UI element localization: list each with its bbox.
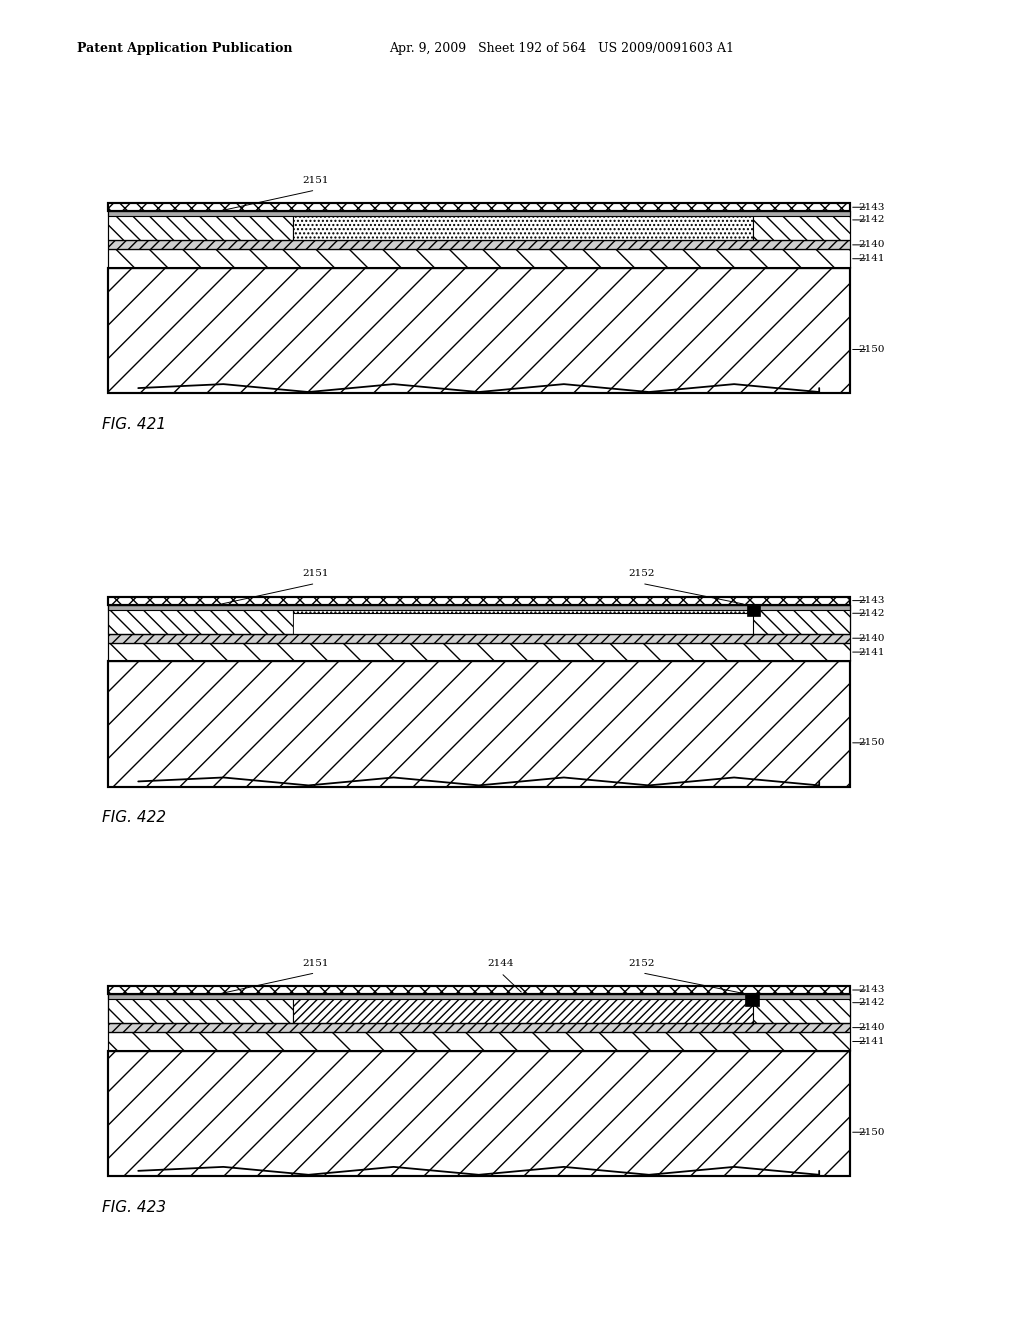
Text: 2151: 2151 xyxy=(302,569,329,578)
Bar xyxy=(108,597,850,605)
Bar xyxy=(754,605,850,634)
Bar xyxy=(108,1051,850,1176)
Text: 2143: 2143 xyxy=(858,203,885,211)
Bar xyxy=(108,634,850,643)
Text: 2140: 2140 xyxy=(858,1023,885,1032)
Text: 2140: 2140 xyxy=(858,634,885,643)
Bar xyxy=(746,605,760,616)
Bar xyxy=(108,211,293,240)
Text: 2142: 2142 xyxy=(858,609,885,618)
Bar xyxy=(108,605,850,634)
Text: 2143: 2143 xyxy=(858,986,885,994)
Bar xyxy=(108,1023,850,1032)
Text: 2141: 2141 xyxy=(858,648,885,656)
Bar xyxy=(293,211,754,240)
Bar xyxy=(754,994,850,1023)
Bar xyxy=(108,605,293,634)
Text: 2143: 2143 xyxy=(858,597,885,605)
Bar xyxy=(108,211,850,216)
Bar xyxy=(108,643,850,661)
Text: 2141: 2141 xyxy=(858,255,885,263)
Bar xyxy=(108,203,850,211)
Bar xyxy=(108,994,850,1023)
Bar xyxy=(108,994,293,1023)
Text: FIG. 421: FIG. 421 xyxy=(102,417,167,432)
Text: 2152: 2152 xyxy=(629,958,655,968)
Bar xyxy=(293,605,754,614)
Bar xyxy=(108,605,850,634)
Bar xyxy=(108,994,850,1023)
Bar xyxy=(293,994,754,1023)
Bar xyxy=(108,249,850,268)
Bar xyxy=(108,986,850,994)
Bar xyxy=(108,1032,850,1051)
Bar xyxy=(108,268,850,393)
Text: 2150: 2150 xyxy=(858,738,885,747)
Bar xyxy=(108,1051,850,1176)
Text: 2151: 2151 xyxy=(302,958,329,968)
Text: 2150: 2150 xyxy=(858,1127,885,1137)
Bar xyxy=(108,661,850,787)
Text: 2151: 2151 xyxy=(302,176,329,185)
Text: Patent Application Publication: Patent Application Publication xyxy=(77,42,292,55)
Text: 2141: 2141 xyxy=(858,1038,885,1045)
Text: 2152: 2152 xyxy=(629,569,655,578)
Text: FIG. 422: FIG. 422 xyxy=(102,810,167,825)
Bar xyxy=(108,597,850,605)
Bar xyxy=(108,661,850,787)
Bar xyxy=(108,1032,850,1051)
Bar xyxy=(745,994,759,1006)
Bar xyxy=(108,994,850,999)
Text: 2144: 2144 xyxy=(487,958,514,968)
Bar xyxy=(108,1023,850,1032)
Bar xyxy=(108,240,850,249)
Bar xyxy=(108,203,850,211)
Bar xyxy=(108,240,850,249)
Bar xyxy=(108,211,850,240)
Bar xyxy=(108,268,850,393)
Bar xyxy=(108,986,850,994)
Bar xyxy=(108,634,850,643)
Bar xyxy=(108,643,850,661)
Text: Apr. 9, 2009   Sheet 192 of 564   US 2009/0091603 A1: Apr. 9, 2009 Sheet 192 of 564 US 2009/00… xyxy=(389,42,734,55)
Text: 2150: 2150 xyxy=(858,345,885,354)
Bar xyxy=(108,605,850,610)
Text: 2142: 2142 xyxy=(858,998,885,1007)
Bar xyxy=(293,605,754,634)
Bar xyxy=(108,249,850,268)
Text: 2142: 2142 xyxy=(858,215,885,224)
Text: 2140: 2140 xyxy=(858,240,885,249)
Text: FIG. 423: FIG. 423 xyxy=(102,1200,167,1214)
Bar xyxy=(754,211,850,240)
